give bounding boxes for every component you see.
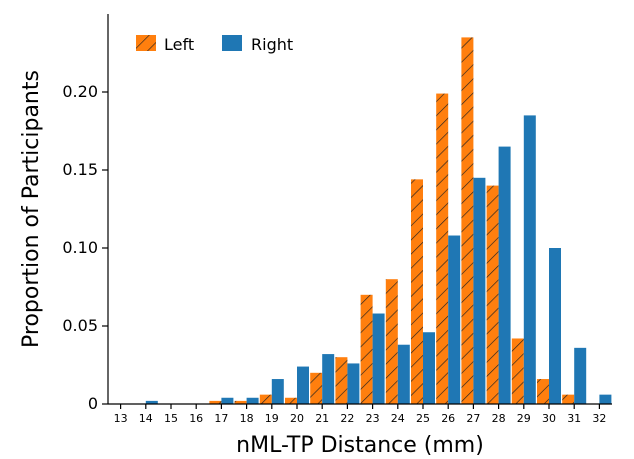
legend: Left Right (136, 35, 293, 54)
x-tick-label: 24 (391, 412, 405, 425)
legend-label-left: Left (164, 35, 194, 54)
right-series-bars (145, 115, 612, 405)
bar-right-18 (246, 397, 259, 404)
bar-right-31 (574, 347, 587, 404)
bar-right-21 (322, 354, 335, 404)
y-tick-label: 0 (88, 394, 98, 413)
x-tick-label: 14 (139, 412, 153, 425)
bar-left-30 (537, 379, 549, 404)
bar-left-19 (259, 394, 272, 404)
legend-swatch-right (222, 35, 242, 51)
x-tick-label: 13 (114, 412, 128, 425)
bar-right-22 (347, 363, 360, 404)
y-tick-label: 0.15 (62, 160, 98, 179)
x-tick-label: 30 (542, 412, 556, 425)
bar-left-31 (562, 394, 575, 404)
x-tick-label: 31 (567, 412, 581, 425)
x-axis-ticks: 13 14 15 16 17 18 19 20 21 22 23 24 25 26 27 28 29 30 31 32 (114, 404, 606, 425)
x-tick-label: 21 (315, 412, 329, 425)
bar-right-27 (473, 177, 486, 404)
y-axis-label: Proportion of Participants (19, 70, 44, 348)
x-tick-label: 32 (592, 412, 606, 425)
bar-right-28 (498, 146, 511, 404)
x-tick-label: 23 (366, 412, 380, 425)
y-tick-label: 0.05 (62, 316, 98, 335)
bar-left-27 (461, 37, 474, 405)
bar-left-28 (486, 185, 499, 404)
y-tick-label: 0.10 (62, 238, 98, 257)
bar-right-26 (448, 235, 461, 404)
bar-right-24 (397, 344, 410, 404)
bar-left-26 (436, 93, 449, 404)
x-axis-label: nML-TP Distance (mm) (236, 433, 484, 458)
bar-right-14 (145, 400, 158, 404)
legend-label-right: Right (251, 35, 293, 54)
x-tick-label: 19 (265, 412, 279, 425)
x-tick-label: 26 (441, 412, 455, 425)
plot-area: 0 0.05 0.10 0.15 0.20 13 14 15 16 17 18 19 20 21 22 23… (62, 14, 612, 425)
bar-left-17 (209, 400, 222, 404)
left-series-bars (209, 37, 575, 405)
y-axis-ticks: 0 0.05 0.10 0.15 0.20 (62, 82, 108, 413)
bar-left-22 (335, 357, 348, 404)
bar-left-18 (234, 400, 247, 404)
bar-right-32 (599, 394, 612, 404)
x-tick-label: 22 (340, 412, 354, 425)
legend-swatch-left (136, 35, 156, 51)
x-tick-label: 18 (240, 412, 254, 425)
bar-left-21 (310, 372, 323, 404)
x-tick-label: 29 (517, 412, 531, 425)
bar-right-30 (549, 248, 561, 404)
bar-right-29 (523, 115, 536, 405)
bar-right-19 (271, 379, 284, 404)
x-tick-label: 27 (466, 412, 480, 425)
bar-left-24 (385, 279, 398, 404)
x-tick-label: 25 (416, 412, 430, 425)
y-tick-label: 0.20 (62, 82, 98, 101)
bar-left-23 (360, 294, 373, 404)
x-tick-label: 16 (189, 412, 203, 425)
x-tick-label: 15 (164, 412, 178, 425)
bar-left-29 (511, 338, 524, 404)
bar-right-17 (221, 397, 234, 404)
bar-right-25 (423, 332, 435, 404)
bar-left-25 (411, 179, 423, 404)
bar-right-20 (297, 366, 309, 404)
x-tick-label: 17 (214, 412, 228, 425)
x-tick-label: 28 (492, 412, 506, 425)
bar-right-23 (372, 313, 385, 404)
x-tick-label: 20 (290, 412, 304, 425)
bar-left-20 (285, 397, 297, 404)
